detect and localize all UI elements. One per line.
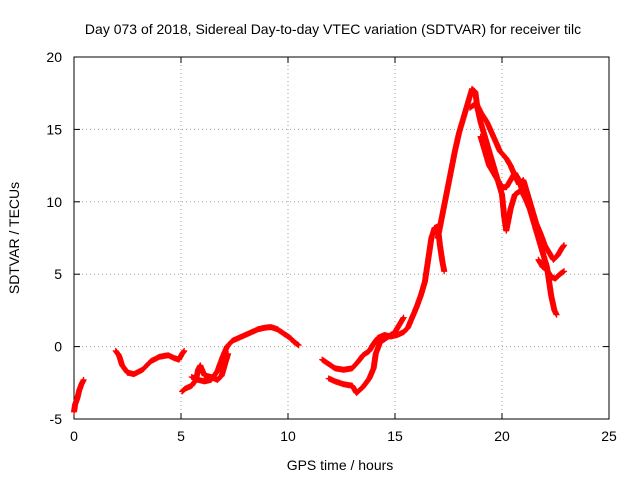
series-markers [535,256,568,282]
series-markers [319,223,448,373]
series-markers [112,347,188,378]
series-seg6 [325,314,407,396]
series-seg2 [112,347,188,378]
series-markers [434,85,560,318]
y-tick-label: 20 [46,49,62,65]
series-seg7 [434,85,560,318]
plot-frame [73,56,610,420]
x-tick-label: 10 [280,428,296,444]
x-tick-label: 0 [70,428,78,444]
series-seg9 [477,133,527,198]
series-markers [71,376,87,415]
series-markers [477,133,527,198]
series-markers [188,324,302,385]
axis-ticks: 0 5 10 15 20 25 -5 0 5 10 15 20 [46,49,617,444]
series-seg1 [71,376,87,415]
y-axis-label: SDTVAR / TECUs [6,182,22,294]
y-tick-label: 10 [46,194,62,210]
data-series [71,85,568,415]
y-tick-label: 15 [46,121,62,137]
series-seg4 [188,324,302,385]
y-tick-label: 5 [54,266,62,282]
x-tick-label: 5 [177,428,185,444]
x-tick-label: 20 [494,428,510,444]
series-seg10 [535,256,568,282]
y-tick-label: -5 [50,411,63,427]
x-tick-label: 15 [387,428,403,444]
series-markers [325,314,407,396]
chart-title: Day 073 of 2018, Sidereal Day-to-day VTE… [85,21,581,37]
x-axis-label: GPS time / hours [287,457,394,473]
series-seg5 [319,223,448,373]
y-tick-label: 0 [54,339,62,355]
x-tick-label: 25 [601,428,617,444]
grid-lines [74,57,609,419]
